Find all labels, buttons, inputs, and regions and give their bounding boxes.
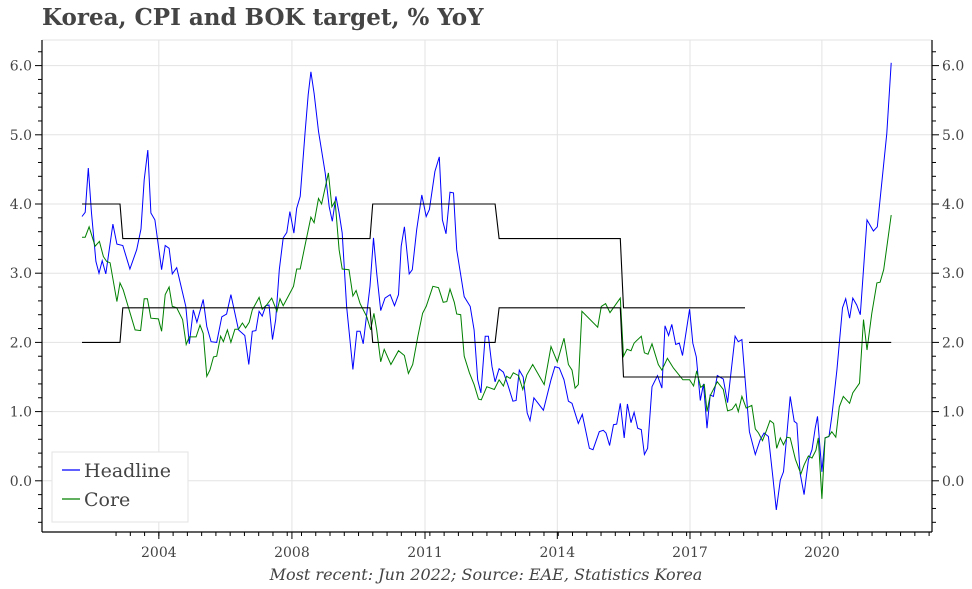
x-tick-label: 2014 xyxy=(539,545,575,561)
x-tick-label: 2020 xyxy=(804,545,840,561)
x-tick-label: 2004 xyxy=(141,545,177,561)
y-tick-label-left: 1.0 xyxy=(10,405,32,421)
y-tick-label-right: 5.0 xyxy=(942,128,964,144)
y-tick-label-right: 3.0 xyxy=(942,266,964,282)
y-tick-label-left: 6.0 xyxy=(10,59,32,75)
y-tick-label-left: 0.0 xyxy=(10,474,32,490)
y-tick-label-right: 0.0 xyxy=(942,474,964,490)
series-line-bok-target-lower xyxy=(82,307,745,378)
series-line-core xyxy=(82,172,892,499)
series-line-bok-target-upper xyxy=(82,203,745,309)
y-tick-label-right: 1.0 xyxy=(942,405,964,421)
x-tick-label: 2017 xyxy=(672,545,708,561)
y-tick-label-left: 5.0 xyxy=(10,128,32,144)
y-tick-label-right: 2.0 xyxy=(942,335,964,351)
legend-label-headline: Headline xyxy=(84,460,171,482)
y-tick-label-right: 6.0 xyxy=(942,59,964,75)
legend-label-core: Core xyxy=(84,489,130,511)
y-tick-label-left: 2.0 xyxy=(10,335,32,351)
x-tick-label: 2008 xyxy=(274,545,310,561)
series-line-headline xyxy=(81,62,892,510)
legend-box xyxy=(51,451,189,523)
y-tick-label-right: 4.0 xyxy=(942,197,964,213)
chart-footnote: Most recent: Jun 2022; Source: EAE, Stat… xyxy=(269,565,703,584)
x-tick-label: 2011 xyxy=(407,545,443,561)
chart-title: Korea, CPI and BOK target, % YoY xyxy=(42,4,484,31)
y-tick-label-left: 3.0 xyxy=(10,266,32,282)
y-tick-label-left: 4.0 xyxy=(10,197,32,213)
